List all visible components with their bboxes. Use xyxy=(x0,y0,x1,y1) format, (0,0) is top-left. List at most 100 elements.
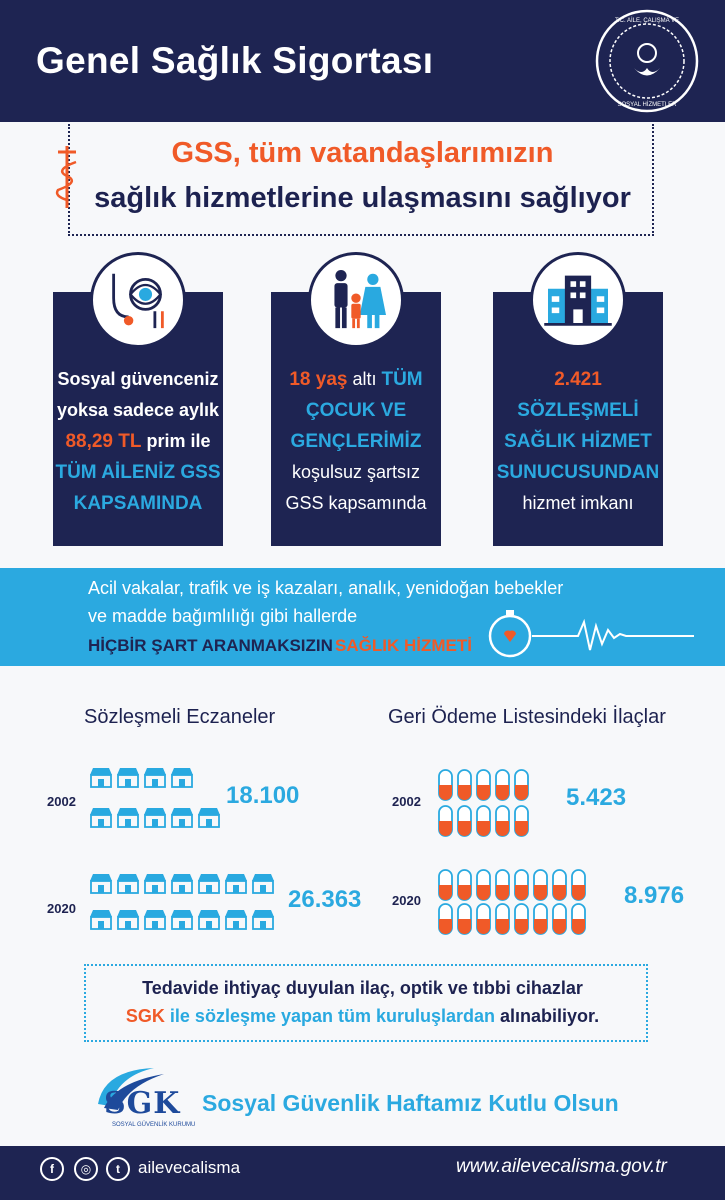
page-title: Genel Sağlık Sigortası xyxy=(36,40,434,81)
subtitle-frame xyxy=(68,124,654,236)
capsule-icon xyxy=(533,903,548,935)
store-icon xyxy=(144,874,166,894)
store-icon xyxy=(171,874,193,894)
card-line-part: yoksa sadece aylık xyxy=(56,400,220,420)
card-line-part: 88,29 TL xyxy=(65,431,142,452)
drugs-value-2020: 8.976 xyxy=(624,882,685,909)
header-bar xyxy=(0,0,725,122)
pharmacies-title: Sözleşmeli Eczaneler xyxy=(84,706,276,728)
card-line: Sosyal güvenceniz xyxy=(53,364,223,395)
note-frame xyxy=(84,964,648,1042)
capsule-icon xyxy=(495,769,510,801)
note-available: alınabiliyor. xyxy=(495,1006,600,1026)
card-text: 2.421 SÖZLEŞMELİ SAĞLIK HİZMET SUNUCUSUNDAN… xyxy=(493,364,663,519)
subtitle-line-2: sağlık hizmetlerine ulaşmasını sağlıyor xyxy=(94,182,631,214)
facebook-icon[interactable]: f xyxy=(40,1157,64,1181)
card-line: GSS kapsamında xyxy=(271,488,441,519)
website-link[interactable]: www.ailevecalisma.gov.tr xyxy=(456,1156,667,1177)
capsule-icon xyxy=(533,869,548,901)
capsule-icon xyxy=(457,769,472,801)
store-icon xyxy=(117,808,139,828)
card-line: hizmet imkanı xyxy=(493,488,663,519)
capsule-icon xyxy=(438,805,453,837)
store-icon xyxy=(117,768,139,788)
capsule-icon xyxy=(495,903,510,935)
card-line-part: SUNUCUSUNDAN xyxy=(496,462,660,483)
store-icon xyxy=(117,874,139,894)
store-icon xyxy=(198,874,220,894)
card-line: KAPSAMINDA xyxy=(53,488,223,519)
store-icon xyxy=(171,910,193,930)
card-line-part: koşulsuz şartsız xyxy=(291,462,421,482)
card-text: Sosyal güvenceniz yoksa sadece aylık 88,29… xyxy=(53,364,223,519)
svg-text:T.C. AİLE, ÇALIŞMA VE: T.C. AİLE, ÇALIŞMA VE xyxy=(615,17,679,24)
capsule-icon xyxy=(438,903,453,935)
store-icon xyxy=(198,808,220,828)
hospital-icon xyxy=(530,252,626,348)
svg-text:SOSYAL HİZMETLER: SOSYAL HİZMETLER xyxy=(617,101,677,108)
social-handle[interactable]: ailevecalisma xyxy=(138,1158,241,1177)
pharmacy-store-icons xyxy=(90,768,274,930)
capsule-icon xyxy=(514,903,529,935)
instagram-icon[interactable]: ◎ xyxy=(74,1157,98,1181)
note-sgk: SGK xyxy=(125,1006,165,1026)
card-line-part: GSS kapsamında xyxy=(285,493,427,513)
pharmacies-value-2002: 18.100 xyxy=(226,782,300,809)
drugs-year-2002: 2002 xyxy=(392,794,421,809)
capsule-icon xyxy=(457,869,472,901)
caduceus-icon xyxy=(55,146,77,208)
store-icon xyxy=(90,808,112,828)
store-icon xyxy=(90,768,112,788)
card-line-part: ÇOCUK VE xyxy=(305,400,407,421)
capsule-icon xyxy=(457,903,472,935)
capsule-icon xyxy=(476,805,491,837)
card-line-part: KAPSAMINDA xyxy=(73,493,203,514)
card-line: 2.421 xyxy=(493,364,663,395)
card-line-part: SAĞLIK HİZMET xyxy=(504,431,652,452)
card-line-part: TÜM xyxy=(381,369,423,390)
capsule-icon xyxy=(514,805,529,837)
drugs-year-2020: 2020 xyxy=(392,893,421,908)
card-line-part: SÖZLEŞMELİ xyxy=(517,400,639,421)
card-line: ÇOCUK VE xyxy=(271,395,441,426)
store-icon xyxy=(90,874,112,894)
card-line-part: 2.421 xyxy=(554,369,602,390)
note-institutions: ile sözleşme yapan tüm kuruluşlardan xyxy=(164,1006,496,1026)
medical-tools-icon xyxy=(90,252,186,348)
card-line: TÜM AİLENİZ GSS xyxy=(53,457,223,488)
card-line: GENÇLERİMİZ xyxy=(271,426,441,457)
store-icon xyxy=(117,910,139,930)
card-line: 88,29 TL prim ile xyxy=(53,426,223,457)
pharmacies-year-2020: 2020 xyxy=(47,901,76,916)
store-icon xyxy=(171,808,193,828)
card-line: SAĞLIK HİZMET xyxy=(493,426,663,457)
ministry-seal-icon: T.C. AİLE, ÇALIŞMA VE SOSYAL HİZMETLER xyxy=(595,9,699,113)
card-line-part: 18 yaş xyxy=(289,369,348,390)
capsule-icon xyxy=(514,769,529,801)
store-icon xyxy=(144,910,166,930)
drug-capsule-icons xyxy=(438,769,586,935)
twitter-icon[interactable]: t xyxy=(106,1157,130,1181)
card-line-part: TÜM AİLENİZ GSS xyxy=(55,462,221,483)
capsule-icon xyxy=(495,869,510,901)
capsule-icon xyxy=(476,903,491,935)
subtitle-line-1: GSS, tüm vatandaşlarımızın xyxy=(171,137,554,169)
stopwatch-heartbeat-icon xyxy=(488,610,694,658)
drugs-value-2002: 5.423 xyxy=(566,784,627,811)
card-line-part: Sosyal güvenceniz xyxy=(57,369,219,389)
card-line: SÖZLEŞMELİ xyxy=(493,395,663,426)
capsule-icon xyxy=(457,805,472,837)
store-icon xyxy=(90,910,112,930)
banner-line-1: Acil vakalar, trafik ve iş kazaları, ana… xyxy=(88,578,564,598)
banner-line-3a: HİÇBİR ŞART ARANMAKSIZIN xyxy=(88,636,333,655)
capsule-icon xyxy=(495,805,510,837)
card-family-coverage: Sosyal güvenceniz yoksa sadece aylık 88,29… xyxy=(53,252,223,546)
card-line: 18 yaş altı TÜM xyxy=(271,364,441,395)
note-line-2: SGK ile sözleşme yapan tüm kuruluşlardan… xyxy=(0,1006,725,1027)
store-icon xyxy=(144,808,166,828)
card-line-part: prim ile xyxy=(141,431,211,451)
sgk-logo-text: SGK xyxy=(104,1086,181,1121)
store-icon xyxy=(225,910,247,930)
capsule-icon xyxy=(438,769,453,801)
banner-line-2: ve madde bağımlılığı gibi hallerde xyxy=(88,606,358,626)
